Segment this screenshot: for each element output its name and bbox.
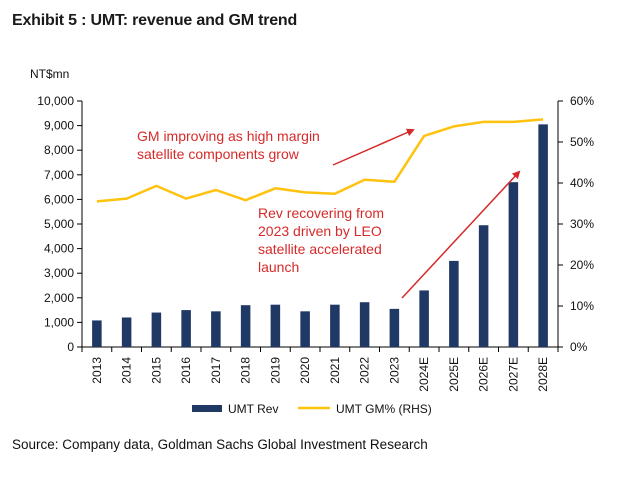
revenue-bar (389, 308, 400, 347)
x-tick-label: 2025E (447, 357, 461, 392)
revenue-bar (359, 302, 370, 347)
left-tick-label: 5,000 (44, 217, 74, 231)
x-tick-label: 2020 (298, 357, 312, 384)
legend: UMT Rev UMT GM% (RHS) (192, 402, 432, 416)
left-tick-label: 1,000 (44, 315, 74, 329)
left-tick-label: 3,000 (44, 266, 74, 280)
x-tick-label: 2015 (149, 357, 163, 384)
revenue-bar (538, 124, 548, 348)
legend-label-gm: UMT GM% (RHS) (336, 402, 432, 416)
revenue-bar (211, 311, 221, 347)
right-tick-label: 50% (570, 135, 594, 149)
left-tick-label: 7,000 (44, 168, 74, 182)
rev-annotation-arrow (401, 170, 521, 299)
left-tick-label: 4,000 (44, 242, 74, 256)
revenue-bar (449, 260, 459, 347)
source-note: Source: Company data, Goldman Sachs Glob… (12, 437, 428, 452)
revenue-bar (300, 311, 310, 347)
left-tick-label: 8,000 (44, 143, 74, 157)
revenue-bar (508, 182, 519, 347)
legend-swatch-rev (192, 405, 222, 412)
revenue-bars (92, 124, 548, 348)
right-tick-label: 60% (570, 94, 594, 108)
x-tick-label: 2017 (209, 357, 223, 384)
revenue-bar (478, 225, 489, 347)
x-tick-label: 2023 (387, 357, 401, 384)
axes: 0 1,000 2,000 3,000 4,000 5,000 6,000 7,000 8,00… (37, 94, 594, 354)
right-tick-label: 20% (570, 258, 594, 272)
x-tick-label: 2022 (358, 357, 372, 384)
x-tick-label: 2019 (268, 357, 282, 384)
gm-line (96, 118, 544, 203)
x-tick-label: 2028E (536, 357, 550, 392)
left-tick-label: 9,000 (44, 119, 74, 133)
left-tick-label: 0 (67, 340, 74, 354)
x-tick-label: 2016 (179, 357, 193, 384)
x-tick-label: 2021 (328, 357, 342, 384)
left-tick-label: 10,000 (37, 94, 74, 108)
revenue-bar (270, 304, 281, 347)
gm-annotation: GM improving as high margin satellite com… (137, 128, 320, 162)
revenue-bar (240, 305, 251, 347)
right-tick-label: 40% (570, 176, 594, 190)
left-tick-label: 2,000 (44, 291, 74, 305)
annotations: GM improving as high margin satellite com… (137, 128, 521, 299)
chart: NT$mn 0 1,000 2,000 3,000 4,000 5,000 6,000 7,0… (30, 67, 594, 416)
revenue-bar (181, 310, 191, 347)
right-tick-label: 0% (570, 340, 588, 354)
left-tick-label: 6,000 (44, 192, 74, 206)
x-tick-labels: 2013 2014 2015 2016 2017 2018 2019 2020 2021 2022… (90, 357, 550, 392)
x-tick-label: 2014 (120, 357, 134, 384)
x-tick-label: 2013 (90, 357, 104, 384)
revenue-bar (419, 290, 429, 347)
x-tick-label: 2026E (477, 357, 491, 392)
right-tick-label: 30% (570, 217, 594, 231)
revenue-bar (151, 312, 162, 347)
revenue-bar (121, 317, 132, 347)
revenue-bar (92, 320, 102, 347)
x-tick-label: 2024E (417, 357, 431, 392)
legend-label-rev: UMT Rev (228, 402, 278, 416)
chart-title: Exhibit 5 : UMT: revenue and GM trend (12, 12, 298, 29)
right-tick-label: 10% (570, 299, 594, 313)
x-tick-label: 2027E (506, 357, 520, 392)
rev-annotation: Rev recovering from 2023 driven by LEO sat… (258, 205, 384, 275)
left-axis-unit: NT$mn (30, 67, 69, 81)
gm-annotation-arrow (332, 128, 415, 166)
x-tick-label: 2018 (239, 357, 253, 384)
revenue-bar (330, 304, 340, 347)
